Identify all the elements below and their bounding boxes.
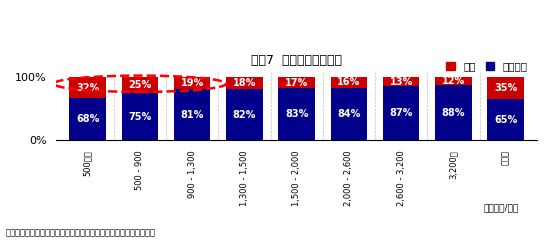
- Bar: [278, 88, 315, 140]
- Text: 32%: 32%: [76, 83, 99, 92]
- Bar: [278, 78, 315, 88]
- Bar: [487, 78, 524, 99]
- Text: 81%: 81%: [181, 110, 204, 120]
- Bar: [121, 78, 158, 93]
- Bar: [435, 85, 472, 140]
- Text: 83%: 83%: [285, 109, 309, 119]
- Bar: [70, 98, 106, 140]
- Legend: 移民, ドイツ人: 移民, ドイツ人: [442, 57, 532, 76]
- Text: （出所：ドイツ連邦統計局より住友商事グローバルリサーチ作成）: （出所：ドイツ連邦統計局より住友商事グローバルリサーチ作成）: [6, 228, 156, 238]
- Title: 図表7  移民の年収別構成: 図表7 移民の年収別構成: [251, 54, 342, 67]
- Text: 16%: 16%: [337, 78, 360, 88]
- Bar: [383, 86, 420, 140]
- Bar: [383, 78, 420, 86]
- Bar: [121, 93, 158, 140]
- Bar: [487, 99, 524, 140]
- Text: 17%: 17%: [285, 78, 309, 88]
- Text: 18%: 18%: [233, 78, 256, 88]
- Bar: [331, 78, 367, 88]
- Text: 88%: 88%: [442, 108, 465, 118]
- Text: 87%: 87%: [390, 108, 413, 118]
- Bar: [174, 78, 210, 90]
- Bar: [435, 78, 472, 85]
- Bar: [174, 90, 210, 140]
- Bar: [331, 88, 367, 140]
- Text: 84%: 84%: [337, 109, 360, 119]
- Text: 25%: 25%: [128, 80, 152, 90]
- Text: 82%: 82%: [233, 109, 256, 120]
- Text: （ユーロ/月）: （ユーロ/月）: [484, 203, 519, 212]
- Bar: [70, 78, 106, 98]
- Text: 68%: 68%: [76, 114, 99, 124]
- Text: 75%: 75%: [128, 112, 152, 122]
- Text: 12%: 12%: [442, 76, 465, 86]
- Bar: [226, 89, 263, 140]
- Text: 19%: 19%: [181, 78, 204, 88]
- Text: 65%: 65%: [494, 115, 517, 125]
- Text: 13%: 13%: [390, 77, 413, 87]
- Bar: [226, 78, 263, 89]
- Text: 35%: 35%: [494, 84, 517, 93]
